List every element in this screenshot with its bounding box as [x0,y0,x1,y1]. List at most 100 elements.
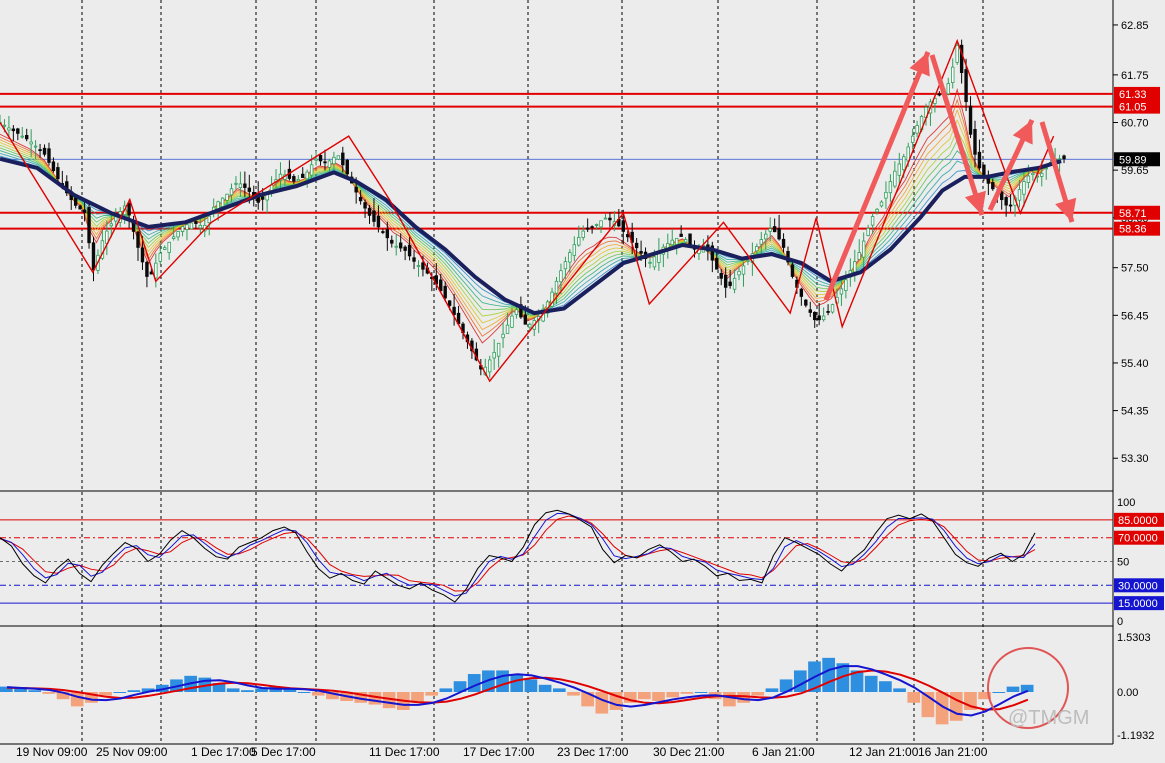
candle-body [136,231,140,248]
macd-histogram-bar [411,692,424,703]
candle-body [741,265,746,275]
level-price-label: 58.71 [1119,208,1147,220]
macd-histogram-bar [354,692,368,703]
macd-histogram-bar [595,692,609,714]
candle-body [1008,204,1013,207]
macd-histogram-bar [510,674,524,692]
candle-body [861,240,866,258]
candle-body [826,311,830,313]
candle-body [991,182,995,190]
candle-body [78,205,82,210]
y-tick-label: 62.85 [1121,20,1149,32]
candle-body [336,155,341,160]
level-price-label: 61.05 [1119,102,1147,114]
candle-body [145,261,149,277]
x-tick-label: 5 Dec 17:00 [251,745,316,759]
forecast-arrow-head [909,52,930,77]
candle-body [327,160,332,168]
candle-body [381,231,385,233]
candle-body [897,163,902,176]
candle-body [634,242,639,249]
candle-body [603,217,608,220]
stoch-level-label: 30.0000 [1118,580,1158,592]
candle-body [572,244,577,256]
macd-histogram-bar [822,657,836,692]
candle-body [514,309,519,316]
candle-body [1004,197,1008,206]
candle-body [675,237,679,245]
macd-histogram-bar [439,688,453,692]
macd-histogram-bar [907,692,921,703]
candle-body [154,262,158,279]
candle-body [772,226,777,233]
candle-body [528,323,532,328]
level-price-tag [1114,86,1160,101]
macd-histogram-bar [949,692,963,721]
candle-body [47,148,51,163]
macd-histogram-bar [226,688,240,692]
candle-body [585,227,590,230]
candle-body [968,105,973,135]
candle-body [189,222,194,230]
y-tick-label: 54.35 [1121,406,1149,418]
candle-body [857,252,861,260]
candle-body [977,151,982,169]
candle-body [594,224,599,226]
macd-line [7,665,1029,717]
macd-histogram-bar [255,688,268,692]
candle-body [563,261,568,270]
macd-histogram-bar [879,681,892,692]
candle-body [243,183,247,188]
candle-body [376,215,381,228]
macd-histogram-bar [28,690,42,692]
x-tick-label: 17 Dec 17:00 [463,745,535,759]
macd-histogram-bar [680,692,694,694]
forecast-arrow-head [1055,197,1077,222]
candle-body [87,207,91,244]
candle-body [550,291,554,307]
y-tick-label: 60.70 [1121,118,1149,130]
candle-body [91,242,96,271]
candle-body [127,202,131,216]
candle-body [728,281,732,286]
candle-body [870,216,875,226]
macd-histogram-bar [623,692,637,703]
candle-body [29,141,33,145]
candle-body [16,128,20,134]
macd-histogram-bar [212,683,226,692]
candle-body [56,167,60,180]
candle-body [20,135,24,138]
candle-body [390,239,394,244]
candle-body [951,66,955,83]
candle-body [185,224,189,231]
candle-body [715,257,719,270]
y-tick-label: 61.75 [1121,70,1149,82]
candle-body [225,193,229,201]
candle-body [7,127,11,131]
candle-body [804,299,808,306]
macd-histogram-bar [70,692,84,707]
candle-body [621,220,625,232]
candle-body [910,135,915,143]
macd-histogram-bar [453,681,467,692]
candle-body [879,201,884,207]
candle-body [167,241,171,253]
candle-body [577,237,581,246]
candle-body [447,300,452,306]
y-tick-label: 59.65 [1121,165,1149,177]
candle-body [590,226,594,229]
ema-ribbon-line [0,87,1062,344]
candle-body [394,245,398,248]
candle-body [755,246,759,252]
macd-histogram-bar [241,690,254,692]
candle-body [51,161,56,171]
candle-body [292,176,296,182]
candle-body [416,265,421,267]
candle-body [439,279,443,292]
candle-body [492,351,496,359]
level-price-tag [1114,99,1160,114]
macd-histogram-bar [496,670,509,692]
level-price-tag [1114,205,1160,220]
